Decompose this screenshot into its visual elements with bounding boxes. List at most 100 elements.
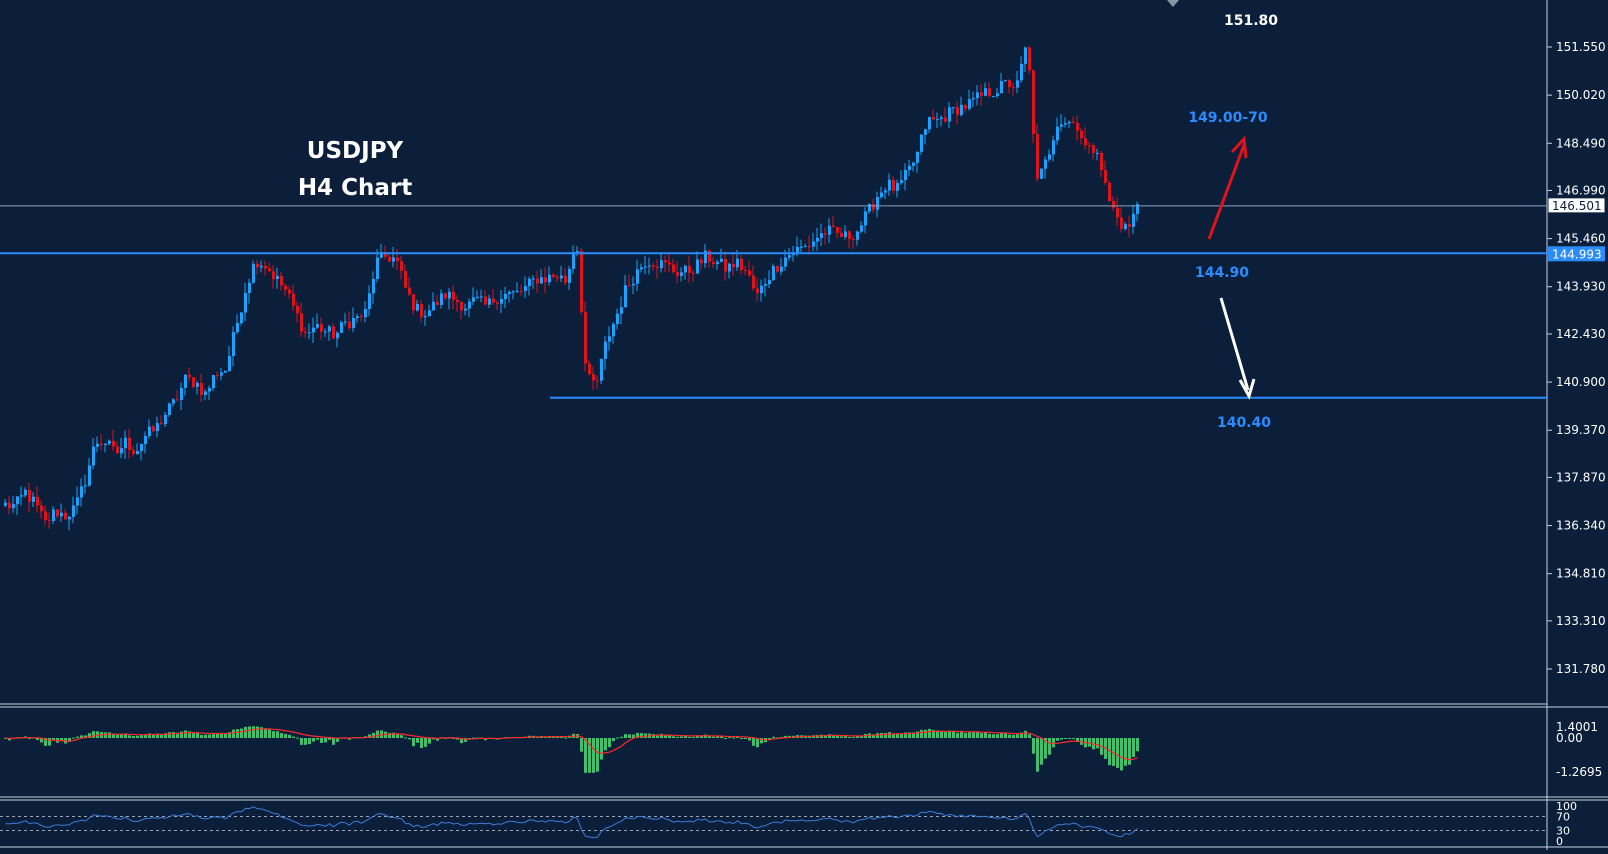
high-label: 151.80 bbox=[1224, 13, 1278, 29]
histogram-bar bbox=[948, 730, 951, 738]
histogram-bar bbox=[1016, 734, 1019, 738]
histogram-bar bbox=[192, 733, 195, 738]
histogram-bar bbox=[148, 733, 151, 738]
candle bbox=[576, 246, 579, 257]
candle bbox=[768, 270, 771, 289]
candle bbox=[56, 508, 59, 519]
candle bbox=[748, 261, 751, 277]
histogram-bar bbox=[748, 738, 751, 741]
candle bbox=[476, 290, 479, 300]
candle bbox=[580, 247, 583, 315]
candle bbox=[1112, 195, 1115, 212]
histogram-bar bbox=[988, 733, 991, 738]
candle bbox=[400, 255, 403, 280]
candle bbox=[104, 443, 107, 453]
indicator1-tick-label: 1.4001 bbox=[1556, 720, 1598, 734]
current-price-tag-label: 146.501 bbox=[1552, 199, 1602, 213]
histogram-bar bbox=[612, 738, 615, 742]
candle bbox=[604, 336, 607, 370]
histogram-bar bbox=[716, 736, 719, 738]
histogram-bar bbox=[1044, 738, 1047, 759]
candle bbox=[160, 415, 163, 426]
histogram-bar bbox=[1116, 738, 1119, 768]
candle bbox=[876, 191, 879, 218]
candle bbox=[404, 264, 407, 289]
candle bbox=[668, 252, 671, 273]
candle bbox=[660, 253, 663, 273]
candle bbox=[1136, 201, 1139, 222]
candle bbox=[1044, 156, 1047, 179]
candle bbox=[376, 249, 379, 283]
candle bbox=[652, 263, 655, 271]
histogram-bar bbox=[332, 738, 335, 745]
histogram-bar bbox=[920, 729, 923, 738]
candle bbox=[496, 300, 499, 311]
candle bbox=[188, 367, 191, 382]
candle bbox=[80, 478, 83, 507]
histogram-bar bbox=[1056, 738, 1059, 741]
candle bbox=[324, 328, 327, 337]
histogram-bar bbox=[744, 738, 747, 739]
scroll-marker-icon[interactable] bbox=[1167, 0, 1179, 7]
candle bbox=[92, 437, 95, 470]
target-label: 149.00-70 bbox=[1188, 110, 1268, 126]
histogram-bar bbox=[992, 734, 995, 738]
histogram-bar bbox=[240, 728, 243, 738]
candle bbox=[1096, 148, 1099, 161]
histogram-bar bbox=[228, 732, 231, 738]
candle bbox=[976, 84, 979, 106]
candle bbox=[1108, 180, 1111, 202]
candle bbox=[236, 314, 239, 335]
price-tick-label: 134.810 bbox=[1556, 567, 1606, 581]
histogram-bar bbox=[292, 736, 295, 738]
candle bbox=[524, 276, 527, 298]
candle bbox=[168, 402, 171, 417]
histogram-bar bbox=[392, 732, 395, 738]
histogram-bar bbox=[616, 737, 619, 739]
histogram-bar bbox=[560, 736, 563, 738]
histogram-bar bbox=[996, 734, 999, 738]
candle bbox=[52, 506, 55, 524]
candle bbox=[552, 272, 555, 279]
candle bbox=[76, 486, 79, 515]
support-price-tag: 144.993 bbox=[1548, 246, 1605, 262]
candle bbox=[180, 382, 183, 411]
histogram-bar bbox=[40, 738, 43, 743]
histogram-bar bbox=[460, 738, 463, 744]
price-axis: 151.550 150.020 148.490 146.990 145.460 143.9… bbox=[1547, 40, 1606, 676]
candle bbox=[432, 292, 435, 311]
candle bbox=[364, 301, 367, 323]
histogram-bar bbox=[72, 737, 75, 739]
histogram-bar bbox=[472, 737, 475, 739]
histogram-bar bbox=[884, 733, 887, 738]
candle bbox=[928, 116, 931, 133]
candle bbox=[32, 492, 35, 508]
indicator1-tick-label: 0.00 bbox=[1556, 731, 1583, 745]
support-price-tag-label: 144.993 bbox=[1552, 247, 1602, 261]
candle bbox=[980, 84, 983, 106]
histogram-bar bbox=[932, 729, 935, 738]
candle bbox=[556, 274, 559, 283]
histogram-bar bbox=[152, 734, 155, 738]
candle bbox=[512, 290, 515, 300]
candle bbox=[272, 265, 275, 289]
candle bbox=[216, 371, 219, 380]
candle bbox=[916, 151, 919, 173]
histogram-bar bbox=[96, 731, 99, 738]
histogram-bar bbox=[388, 732, 391, 738]
candle bbox=[140, 443, 143, 461]
histogram-bar bbox=[200, 734, 203, 738]
candle bbox=[144, 431, 147, 454]
candle bbox=[1020, 56, 1023, 84]
candle bbox=[688, 255, 691, 283]
candle bbox=[108, 439, 111, 446]
histogram-bar bbox=[1040, 738, 1043, 765]
candle bbox=[84, 474, 87, 494]
candle bbox=[532, 275, 535, 289]
histogram-bar bbox=[52, 738, 55, 741]
candle bbox=[608, 326, 611, 351]
candle bbox=[820, 223, 823, 246]
histogram-bar bbox=[1096, 738, 1099, 749]
